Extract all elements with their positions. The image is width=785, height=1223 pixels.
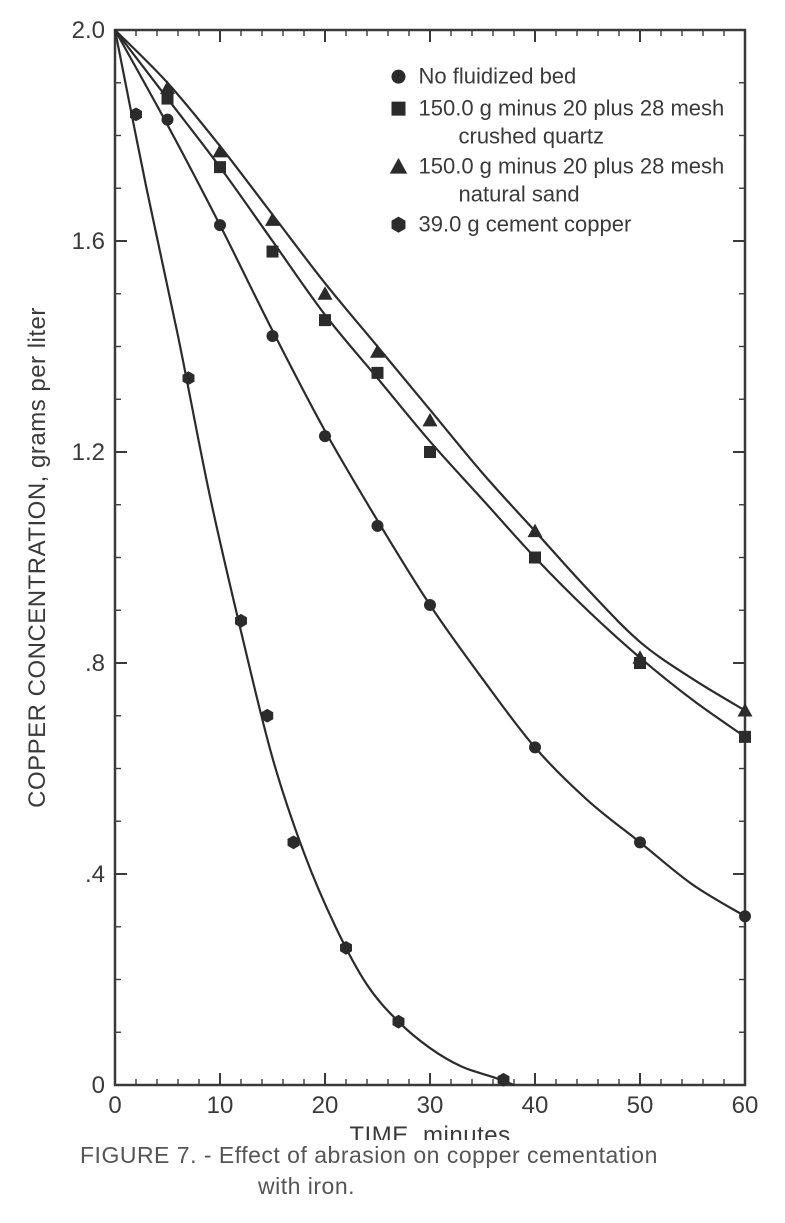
y-tick-label: .4 <box>85 861 105 888</box>
legend: No fluidized bed 150.0 g minus 20 plus 28… <box>390 64 725 237</box>
plot-frame <box>115 30 745 1085</box>
x-tick-label: 60 <box>732 1092 759 1119</box>
y-tick-label: .8 <box>85 650 105 677</box>
marker-square <box>267 246 279 258</box>
marker-triangle <box>738 703 753 717</box>
figure-page: 0 10 20 30 40 50 60 0 .4 .8 1.2 1.6 2.0 TIME, minutes… <box>0 0 785 1223</box>
marker-circle <box>214 219 226 231</box>
marker-hexagon <box>340 941 352 955</box>
series-crushed-quartz <box>115 30 751 743</box>
y-tick-label: 1.2 <box>72 439 105 466</box>
legend-sublabel: natural sand <box>459 182 580 207</box>
x-tick-label: 0 <box>108 1092 121 1119</box>
marker-circle <box>424 599 436 611</box>
marker-circle <box>372 520 384 532</box>
marker-square <box>392 102 406 116</box>
figure-caption: FIGURE 7. - Effect of abrasion on copper… <box>80 1140 760 1202</box>
x-tick-label: 40 <box>522 1092 549 1119</box>
chart-svg: 0 10 20 30 40 50 60 0 .4 .8 1.2 1.6 2.0 TIME, minutes… <box>0 0 785 1140</box>
marker-square <box>424 446 436 458</box>
marker-triangle <box>390 158 408 174</box>
marker-square <box>529 552 541 564</box>
series-natural-sand <box>115 30 753 716</box>
y-tick-label: 2.0 <box>72 17 105 44</box>
marker-circle <box>739 910 751 922</box>
x-axis-label: TIME, minutes <box>349 1122 510 1140</box>
series-curve <box>115 30 745 737</box>
marker-square <box>739 731 751 743</box>
marker-square <box>319 314 331 326</box>
marker-square <box>372 367 384 379</box>
series-cement-copper <box>115 30 514 1087</box>
marker-circle <box>392 70 406 84</box>
x-tick-label: 30 <box>417 1092 444 1119</box>
y-tick-label: 0 <box>92 1072 105 1099</box>
legend-label: 39.0 g cement copper <box>419 212 632 237</box>
x-tick-label: 20 <box>312 1092 339 1119</box>
marker-circle <box>319 430 331 442</box>
legend-label: No fluidized bed <box>419 64 577 89</box>
marker-triangle <box>213 144 228 158</box>
y-axis-label: COPPER CONCENTRATION, grams per liter <box>24 307 51 808</box>
marker-circle <box>162 114 174 126</box>
marker-triangle <box>265 212 280 226</box>
marker-circle <box>267 330 279 342</box>
marker-hexagon <box>392 217 406 233</box>
x-tick-label: 50 <box>627 1092 654 1119</box>
marker-circle <box>634 836 646 848</box>
marker-square <box>214 161 226 173</box>
y-tick-label: 1.6 <box>72 228 105 255</box>
legend-label: 150.0 g minus 20 plus 28 mesh <box>419 96 725 121</box>
series-curve <box>115 30 514 1085</box>
caption-line2: with iron. <box>80 1171 760 1202</box>
marker-square <box>162 93 174 105</box>
legend-label: 150.0 g minus 20 plus 28 mesh <box>419 154 725 179</box>
marker-circle <box>529 741 541 753</box>
legend-sublabel: crushed quartz <box>459 124 605 149</box>
marker-hexagon <box>183 371 195 385</box>
x-tick-label: 10 <box>207 1092 234 1119</box>
marker-triangle <box>370 344 385 358</box>
caption-line1: FIGURE 7. - Effect of abrasion on copper… <box>80 1140 760 1171</box>
